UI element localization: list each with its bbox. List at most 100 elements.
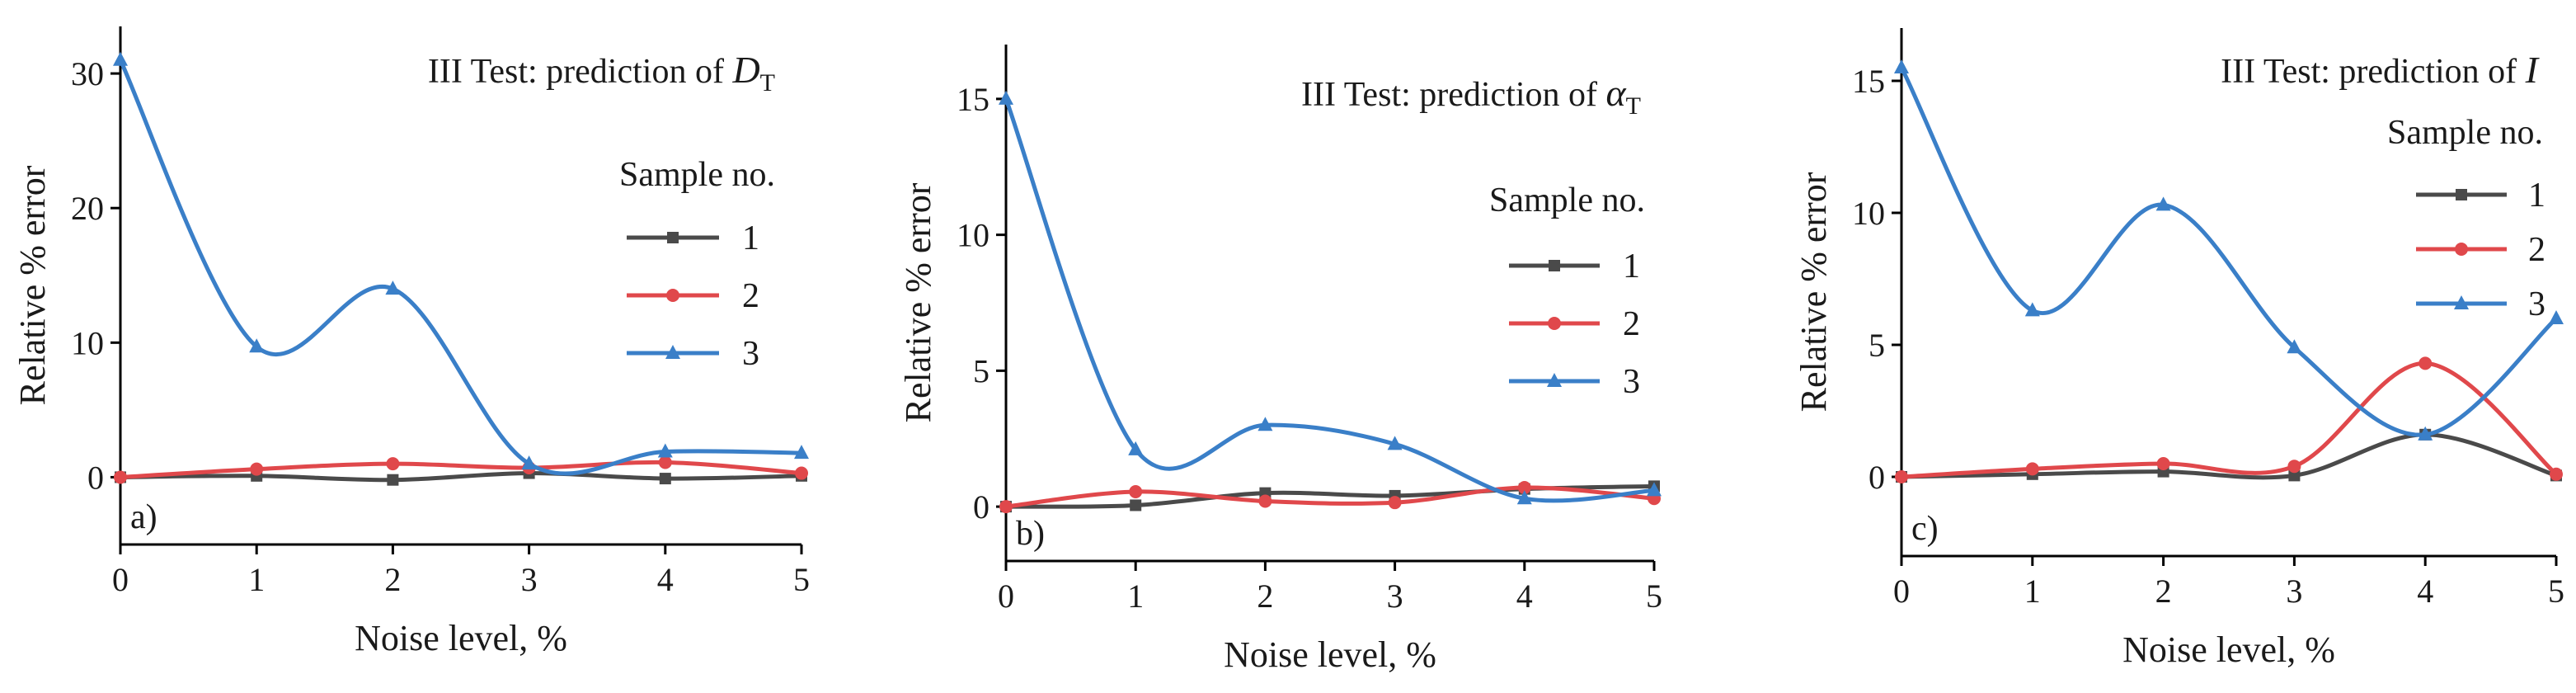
x-tick-label: 4: [657, 561, 674, 598]
data-point-3-4: [657, 443, 673, 458]
series-line-3: [118, 58, 804, 476]
legend-entry-3: 3: [1509, 363, 1640, 401]
legend-title: Sample no.: [1489, 182, 1645, 219]
x-tick-label: 2: [384, 561, 401, 598]
data-point-3-2: [2155, 196, 2171, 211]
x-axis-label: Noise level, %: [1224, 634, 1436, 675]
legend-entry-2: 2: [1509, 305, 1640, 343]
y-tick-label: 0: [87, 459, 104, 496]
y-tick-label: 5: [973, 352, 990, 389]
data-point-3-4: [1516, 490, 1532, 505]
x-tick-label: 2: [2155, 573, 2172, 610]
legend-title: Sample no.: [619, 156, 775, 194]
x-tick-label: 0: [998, 578, 1014, 615]
data-point-3-4: [2418, 426, 2433, 441]
series-3: [1894, 59, 2564, 441]
y-tick-label: 15: [1852, 63, 1885, 100]
legend-marker: [1547, 373, 1562, 387]
data-point-3-0: [113, 51, 128, 66]
data-point-1-2: [387, 474, 399, 486]
legend-entry-1: 1: [1509, 248, 1640, 285]
legend-label: 1: [2528, 177, 2545, 214]
legend-entry-3: 3: [2416, 285, 2545, 323]
data-point-3-3: [2287, 339, 2302, 354]
data-point-3-0: [1894, 59, 1909, 73]
data-point-3-2: [385, 280, 401, 295]
data-point-2-3: [1388, 496, 1402, 510]
chart-panel-3: 0 1 2 3 4 5 0 5 10 15 Noise level, % Relative % err…: [1793, 28, 2564, 670]
data-point-3-0: [999, 90, 1013, 105]
series-line-2: [1004, 485, 1657, 509]
data-point-2-1: [2025, 462, 2039, 476]
legend-marker: [2454, 295, 2469, 309]
data-point-2-5: [795, 466, 808, 480]
chart-title: III Test: prediction of I: [2221, 49, 2541, 91]
x-tick-label: 1: [248, 561, 265, 598]
y-axis-label: Relative % error: [12, 165, 53, 405]
legend: Sample no. 1 2 3: [2387, 114, 2545, 323]
series-line-1: [118, 471, 804, 483]
data-point-3-5: [2549, 310, 2564, 324]
data-point-2-4: [658, 455, 672, 469]
data-point-3-3: [521, 455, 537, 470]
y-tick-label: 10: [71, 324, 104, 361]
x-axis-label: Noise level, %: [2122, 629, 2335, 670]
data-point-2-3: [2287, 460, 2301, 474]
x-tick-label: 5: [793, 561, 810, 598]
legend-label: 1: [742, 219, 759, 257]
series-line-2: [118, 460, 804, 479]
legend-entry-3: 3: [627, 335, 759, 373]
series-1: [1896, 428, 2562, 483]
series-3: [999, 90, 1662, 505]
x-tick-label: 0: [1893, 573, 1910, 610]
series-line-3: [1004, 97, 1657, 503]
y-tick-label: 0: [973, 488, 990, 526]
data-point-3-1: [2024, 302, 2040, 317]
data-point-3-1: [249, 338, 265, 353]
x-tick-label: 4: [2417, 573, 2433, 610]
x-tick-label: 3: [2286, 573, 2302, 610]
panel-label: a): [130, 498, 157, 536]
panel-label: b): [1016, 515, 1045, 553]
legend-label: 1: [1623, 248, 1640, 285]
y-tick-label: 0: [1869, 459, 1885, 496]
y-tick-label: 5: [1869, 327, 1885, 364]
legend-label: 2: [2528, 231, 2545, 269]
legend-label: 3: [1623, 363, 1640, 401]
legend-label: 2: [742, 277, 759, 315]
legend-entry-1: 1: [2416, 177, 2545, 214]
data-point-2-5: [2550, 467, 2563, 481]
series-2: [114, 455, 808, 484]
data-point-1-3: [2288, 469, 2301, 482]
legend-label: 3: [2528, 285, 2545, 323]
legend-entry-1: 1: [627, 219, 759, 257]
y-tick-label: 20: [71, 190, 104, 227]
series-line-2: [1899, 361, 2559, 479]
x-tick-label: 0: [112, 561, 129, 598]
x-tick-label: 1: [1127, 578, 1144, 615]
data-point-2-2: [1258, 494, 1272, 508]
data-point-2-0: [1895, 470, 1908, 483]
data-point-3-5: [794, 445, 809, 460]
y-axis-label: Relative % error: [1793, 172, 1834, 412]
series-3: [113, 51, 809, 476]
y-tick-label: 15: [957, 81, 990, 118]
chart-title: III Test: prediction of DT: [428, 49, 775, 97]
series-line-1: [1899, 432, 2559, 480]
data-point-2-0: [114, 470, 127, 484]
legend-marker: [2456, 189, 2467, 200]
chart-title: III Test: prediction of αT: [1301, 72, 1641, 120]
x-tick-label: 4: [1516, 578, 1533, 615]
legend-marker: [1548, 317, 1561, 330]
data-point-2-4: [2419, 356, 2433, 370]
x-tick-label: 3: [521, 561, 538, 598]
data-point-1-4: [659, 473, 671, 485]
panel-label: c): [1911, 510, 1939, 548]
data-point-3-5: [1647, 482, 1662, 497]
data-point-2-1: [1129, 484, 1143, 498]
x-tick-label: 5: [2548, 573, 2564, 610]
legend-marker: [665, 345, 680, 359]
data-point-2-1: [250, 462, 264, 476]
y-tick-label: 30: [71, 55, 104, 92]
data-point-3-2: [1257, 417, 1273, 431]
